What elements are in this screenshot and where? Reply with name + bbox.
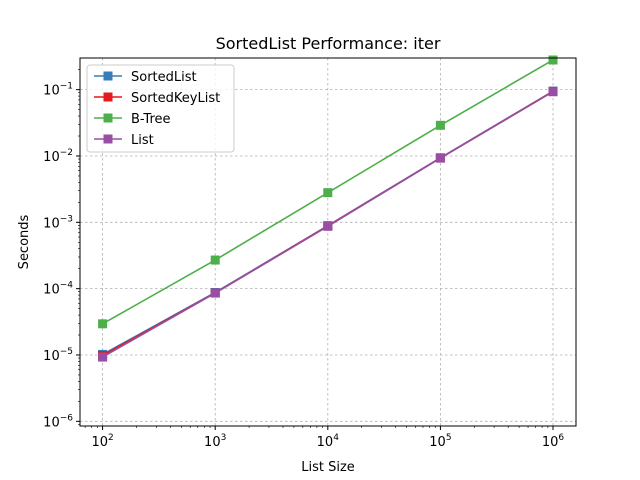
legend: SortedList SortedKeyList B-Tree List — [86, 64, 235, 153]
series-marker-list — [210, 288, 220, 298]
y-tick-label-base: 10 — [43, 150, 60, 165]
legend-label-b-tree: B-Tree — [131, 112, 171, 127]
x-tick-label-base: 10 — [91, 435, 108, 450]
x-axis-label: List Size — [301, 460, 355, 475]
series-marker-b-tree — [435, 120, 445, 130]
x-tick-label: 106 — [542, 433, 565, 450]
series-marker-b-tree — [98, 319, 108, 329]
legend-marker-sortedkeylist — [103, 92, 113, 102]
legend-label-list: List — [131, 133, 154, 148]
x-tick-label: 102 — [91, 433, 113, 450]
y-tick-label-base: 10 — [43, 84, 60, 99]
y-tick-label-exponent: −4 — [60, 281, 74, 291]
x-tick-label-base: 10 — [542, 435, 559, 450]
y-tick-label: 10−2 — [43, 148, 73, 165]
legend-marker-list — [103, 134, 113, 144]
x-tick-label-base: 10 — [317, 435, 334, 450]
y-tick-label-exponent: −1 — [60, 82, 73, 92]
series-layer — [98, 55, 558, 362]
series-marker-list — [323, 221, 333, 231]
chart-title: SortedList Performance: iter — [216, 34, 441, 53]
x-tick-label-exponent: 6 — [558, 433, 564, 443]
x-tick-label-base: 10 — [204, 435, 221, 450]
series-marker-list — [98, 352, 108, 362]
series-marker-b-tree — [323, 188, 333, 198]
series-marker-b-tree — [210, 255, 220, 265]
x-tick-label-exponent: 4 — [333, 433, 339, 443]
x-tick-label-exponent: 5 — [446, 433, 452, 443]
y-tick-label-exponent: −2 — [60, 148, 73, 158]
y-tick-label-base: 10 — [43, 216, 60, 231]
x-tick-label-exponent: 2 — [108, 433, 114, 443]
x-tick-label-base: 10 — [429, 435, 446, 450]
series-marker-list — [435, 153, 445, 163]
legend-box — [86, 64, 235, 153]
x-tick-label-exponent: 3 — [221, 433, 227, 443]
y-tick-label-base: 10 — [43, 283, 60, 298]
x-tick-label: 105 — [429, 433, 451, 450]
y-tick-label-exponent: −5 — [60, 347, 73, 357]
y-tick-label: 10−5 — [43, 347, 73, 364]
x-tick-label: 103 — [204, 433, 226, 450]
y-tick-label: 10−4 — [43, 281, 73, 298]
legend-marker-sortedlist — [103, 71, 113, 81]
y-tick-label-base: 10 — [43, 415, 60, 430]
y-tick-label-base: 10 — [43, 349, 60, 364]
legend-label-sortedkeylist: SortedKeyList — [131, 91, 220, 106]
y-tick-label: 10−6 — [43, 413, 73, 430]
y-tick-label: 10−1 — [43, 82, 73, 99]
y-tick-label-exponent: −6 — [60, 413, 74, 423]
y-tick-label-exponent: −3 — [60, 214, 73, 224]
y-tick-label: 10−3 — [43, 214, 73, 231]
legend-marker-b-tree — [103, 113, 113, 123]
x-tick-label: 104 — [317, 433, 340, 450]
legend-label-sortedlist: SortedList — [131, 70, 197, 85]
y-axis-label: Seconds — [17, 214, 32, 269]
series-marker-b-tree — [548, 55, 558, 65]
series-marker-list — [548, 87, 558, 97]
